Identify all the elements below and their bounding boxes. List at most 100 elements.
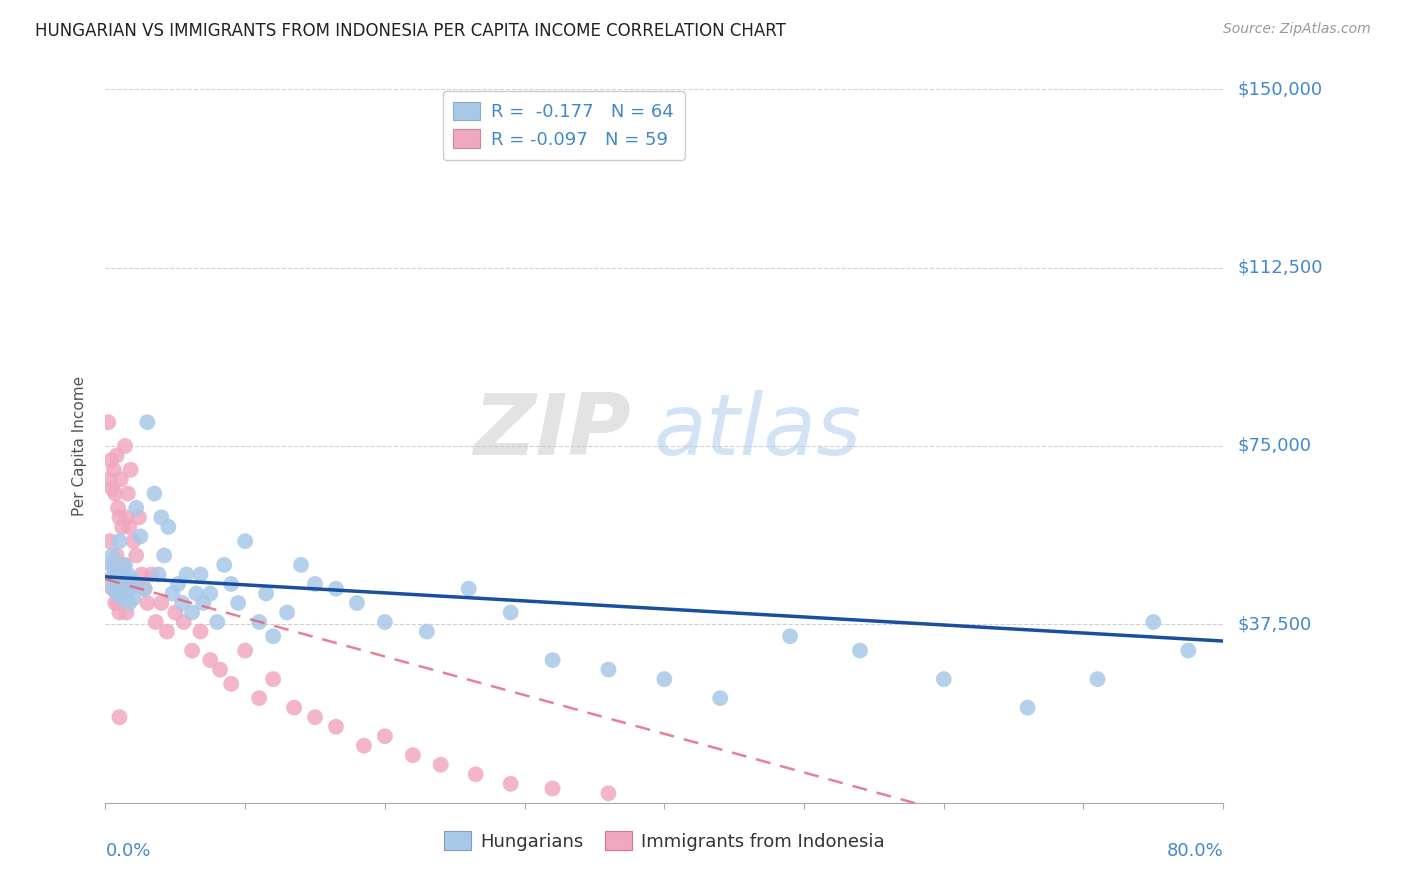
Point — [136, 596, 159, 610]
Text: atlas: atlas — [654, 390, 860, 474]
Point — [207, 615, 229, 629]
Point — [190, 567, 212, 582]
Point — [122, 534, 145, 549]
Point — [1017, 700, 1039, 714]
Point — [118, 596, 141, 610]
Point — [98, 534, 121, 549]
Text: $37,500: $37,500 — [1237, 615, 1312, 633]
Point — [150, 596, 173, 610]
Point — [105, 449, 128, 463]
Point — [114, 558, 136, 572]
Point — [233, 643, 256, 657]
Point — [254, 586, 277, 600]
Point — [148, 567, 170, 582]
Point — [181, 606, 204, 620]
Point — [125, 549, 148, 563]
Text: 80.0%: 80.0% — [1167, 842, 1223, 860]
Point — [112, 558, 135, 572]
Point — [290, 558, 312, 572]
Point — [108, 510, 131, 524]
Point — [190, 624, 212, 639]
Point — [219, 577, 242, 591]
Point — [107, 596, 129, 610]
Point — [134, 582, 156, 596]
Point — [108, 534, 131, 549]
Point — [276, 606, 298, 620]
Point — [114, 439, 136, 453]
Point — [131, 567, 153, 582]
Point — [430, 757, 453, 772]
Point — [247, 615, 270, 629]
Point — [108, 710, 131, 724]
Point — [1142, 615, 1164, 629]
Point — [115, 510, 138, 524]
Point — [200, 653, 222, 667]
Point — [120, 463, 142, 477]
Point — [153, 549, 176, 563]
Point — [173, 615, 195, 629]
Point — [103, 558, 125, 572]
Point — [105, 549, 128, 563]
Point — [98, 572, 121, 586]
Point — [654, 672, 676, 686]
Point — [111, 591, 134, 606]
Point — [212, 558, 235, 572]
Point — [1177, 643, 1199, 657]
Text: HUNGARIAN VS IMMIGRANTS FROM INDONESIA PER CAPITA INCOME CORRELATION CHART: HUNGARIAN VS IMMIGRANTS FROM INDONESIA P… — [35, 22, 786, 40]
Point — [226, 596, 249, 610]
Point — [143, 486, 166, 500]
Point — [104, 486, 127, 500]
Point — [103, 463, 125, 477]
Point — [181, 643, 204, 657]
Text: $75,000: $75,000 — [1237, 437, 1312, 455]
Point — [107, 577, 129, 591]
Point — [247, 691, 270, 706]
Point — [150, 510, 173, 524]
Point — [598, 786, 620, 800]
Point — [111, 586, 134, 600]
Text: $150,000: $150,000 — [1237, 80, 1322, 98]
Y-axis label: Per Capita Income: Per Capita Income — [72, 376, 87, 516]
Point — [101, 549, 124, 563]
Point — [122, 591, 145, 606]
Point — [779, 629, 801, 643]
Point — [108, 606, 131, 620]
Point — [121, 577, 143, 591]
Point — [200, 586, 222, 600]
Text: $112,500: $112,500 — [1237, 259, 1323, 277]
Point — [117, 486, 139, 500]
Point — [262, 672, 284, 686]
Point — [97, 415, 120, 429]
Point — [165, 606, 187, 620]
Point — [541, 653, 564, 667]
Point — [167, 577, 190, 591]
Point — [157, 520, 180, 534]
Point — [932, 672, 955, 686]
Point — [598, 663, 620, 677]
Point — [110, 567, 132, 582]
Point — [499, 777, 522, 791]
Point — [304, 577, 326, 591]
Point — [156, 624, 179, 639]
Point — [233, 534, 256, 549]
Point — [374, 729, 396, 743]
Point — [100, 558, 122, 572]
Point — [464, 767, 486, 781]
Point — [98, 472, 121, 486]
Point — [101, 482, 124, 496]
Point — [121, 572, 143, 586]
Point — [141, 567, 163, 582]
Point — [162, 586, 184, 600]
Text: Source: ZipAtlas.com: Source: ZipAtlas.com — [1223, 22, 1371, 37]
Point — [208, 663, 231, 677]
Point — [101, 582, 124, 596]
Point — [107, 500, 129, 515]
Point — [112, 577, 135, 591]
Point — [457, 582, 479, 596]
Point — [125, 500, 148, 515]
Point — [115, 586, 138, 600]
Point — [541, 781, 564, 796]
Point — [100, 453, 122, 467]
Point — [105, 586, 128, 600]
Point — [120, 582, 142, 596]
